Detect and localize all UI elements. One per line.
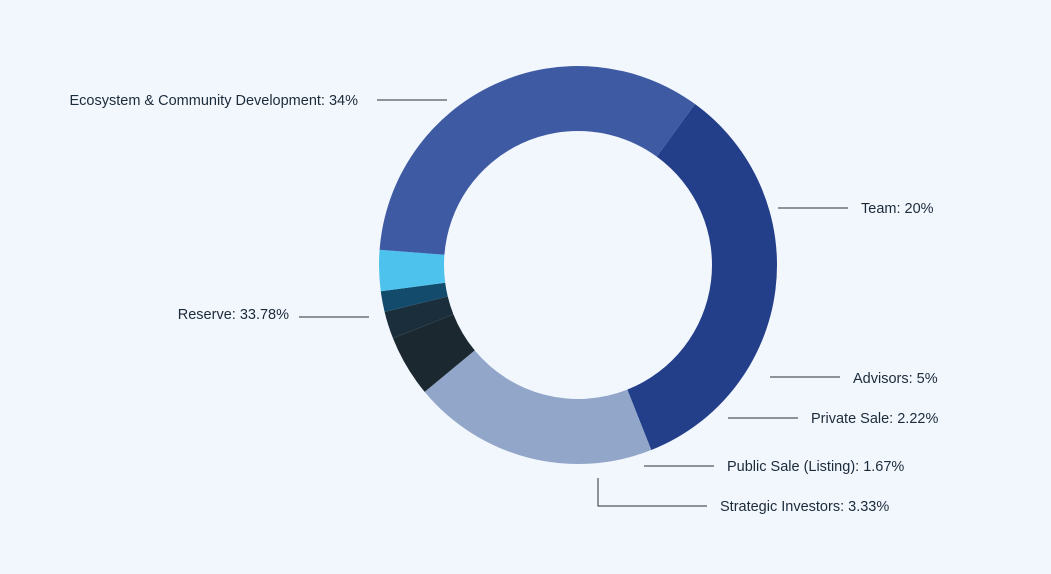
- slice-advisors[interactable]: [392, 314, 475, 392]
- label-reserve: Reserve: 33.78%: [178, 307, 289, 323]
- slice-ecosystem-and-community-development[interactable]: [627, 104, 777, 451]
- slice-team[interactable]: [424, 350, 652, 464]
- label-public-sale-listing: Public Sale (Listing): 1.67%: [727, 459, 904, 475]
- label-advisors: Advisors: 5%: [853, 371, 938, 387]
- label-private-sale: Private Sale: 2.22%: [811, 411, 938, 427]
- slice-strategic-investors[interactable]: [379, 249, 446, 292]
- leader-line-strategic-investors: [597, 478, 707, 507]
- slice-label-group: Ecosystem & Community Development: 34% Te…: [70, 93, 939, 515]
- slice-reserve[interactable]: [379, 66, 695, 255]
- slice-private-sale[interactable]: [384, 296, 454, 339]
- leader-line-group: [299, 99, 848, 507]
- label-team: Team: 20%: [861, 201, 934, 217]
- slice-group: [379, 66, 777, 464]
- label-strategic-investors: Strategic Investors: 3.33%: [720, 499, 889, 515]
- label-ecosystem-and-community-development: Ecosystem & Community Development: 34%: [70, 93, 359, 109]
- slice-public-sale-listing[interactable]: [380, 282, 448, 312]
